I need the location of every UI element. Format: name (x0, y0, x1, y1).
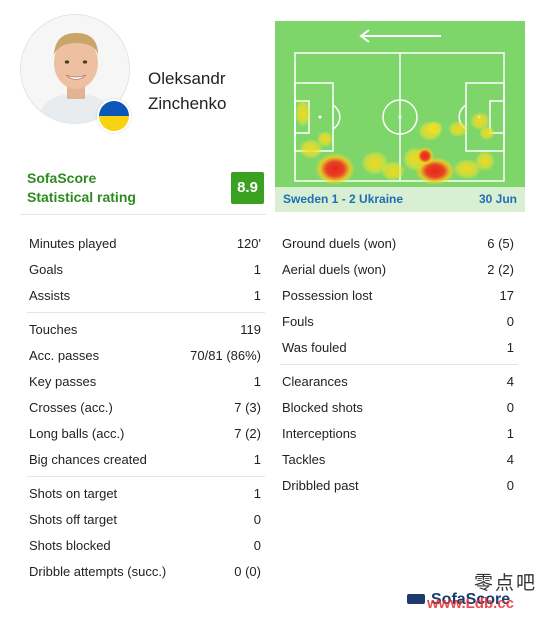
stat-value: 0 (506, 478, 514, 493)
stat-label: Minutes played (29, 236, 117, 251)
stat-value: 1 (253, 262, 261, 277)
stat-row: Blocked shots 0 (280, 395, 518, 421)
player-first-name: Oleksandr (148, 69, 226, 88)
watermark-cn: 零点吧 (473, 572, 537, 594)
stat-value: 1 (506, 426, 514, 441)
sofascore-logo-icon (407, 594, 425, 604)
stat-row: Long balls (acc.) 7 (2) (27, 421, 265, 447)
stat-label: Dribbled past (282, 478, 359, 493)
stat-label: Tackles (282, 452, 326, 467)
stat-value: 0 (253, 538, 261, 553)
sofascore-logo: SofaScore (407, 591, 510, 609)
stat-row: Shots off target 0 (27, 507, 265, 533)
stat-value: 6 (5) (487, 236, 514, 251)
rating-label-text: Statistical rating (27, 189, 136, 205)
match-date: 30 Jun (478, 192, 517, 206)
watermark-url: www.Ldb.cc (427, 595, 514, 612)
stat-value: 1 (253, 452, 261, 467)
divider (20, 214, 266, 215)
stat-value: 1 (253, 486, 261, 501)
stat-value: 0 (506, 314, 514, 329)
stat-row: Shots blocked 0 (27, 533, 265, 559)
arrow-left-icon (359, 29, 441, 43)
stat-row: Assists 1 (27, 283, 265, 309)
player-last-name: Zinchenko (148, 94, 227, 113)
stat-row: Was fouled 1 (280, 335, 518, 361)
stat-label: Was fouled (282, 340, 347, 355)
stat-label: Touches (29, 322, 78, 337)
stat-row: Goals 1 (27, 257, 265, 283)
stat-value: 4 (506, 452, 514, 467)
stat-label: Assists (29, 288, 71, 303)
player-avatar[interactable] (20, 14, 130, 124)
stat-label: Acc. passes (29, 348, 100, 363)
stat-label: Interceptions (282, 426, 357, 441)
stat-label: Big chances created (29, 452, 147, 467)
stat-row: Possession lost 17 (280, 283, 518, 309)
stats-right-column: Ground duels (won) 6 (5) Aerial duels (won… (280, 231, 518, 499)
stat-row: Fouls 0 (280, 309, 518, 335)
stat-value: 7 (3) (234, 400, 261, 415)
stat-row: Clearances 4 (280, 369, 518, 395)
stat-value: 1 (253, 374, 261, 389)
stat-row: Big chances created 1 (27, 447, 265, 473)
heatmap-footer: Sweden 1 - 2 Ukraine 30 Jun (275, 187, 525, 212)
stat-value: 1 (506, 340, 514, 355)
stat-row: Shots on target 1 (27, 481, 265, 507)
stat-row: Dribble attempts (succ.) 0 (0) (27, 559, 265, 585)
stat-label: Shots blocked (29, 538, 111, 553)
stat-label: Clearances (282, 374, 348, 389)
stat-value: 17 (499, 288, 514, 303)
stat-value: 0 (253, 512, 261, 527)
stat-row: Interceptions 1 (280, 421, 518, 447)
stat-row: Crosses (acc.) 7 (3) (27, 395, 265, 421)
stat-label: Shots on target (29, 486, 118, 501)
stat-value: 119 (240, 322, 261, 337)
stat-label: Key passes (29, 374, 97, 389)
stat-row: Acc. passes 70/81 (86%) (27, 343, 265, 369)
player-name: Oleksandr Zinchenko (148, 66, 226, 116)
stat-value: 7 (2) (234, 426, 261, 441)
rating-label: SofaScore Statistical rating (27, 169, 136, 207)
stat-value: 120' (236, 236, 261, 251)
stat-row: Ground duels (won) 6 (5) (280, 231, 518, 257)
stat-label: Blocked shots (282, 400, 363, 415)
stat-label: Ground duels (won) (282, 236, 397, 251)
stat-label: Fouls (282, 314, 314, 329)
stat-label: Aerial duels (won) (282, 262, 387, 277)
stat-row: Minutes played 120' (27, 231, 265, 257)
rating-badge: 8.9 (231, 172, 264, 204)
stats-left-column: Minutes played 120' Goals 1 Assists 1 Touches 1… (27, 231, 265, 585)
stat-value: 0 (506, 400, 514, 415)
stat-value: 2 (2) (487, 262, 514, 277)
stat-label: Crosses (acc.) (29, 400, 113, 415)
stat-label: Dribble attempts (succ.) (29, 564, 167, 579)
stat-row: Dribbled past 0 (280, 473, 518, 499)
group-divider (27, 476, 265, 481)
stat-row: Touches 119 (27, 317, 265, 343)
group-divider (27, 312, 265, 317)
ukraine-flag-icon (97, 99, 131, 133)
player-photo-icon (21, 15, 129, 123)
rating-label-brand: SofaScore (27, 170, 97, 186)
stat-label: Possession lost (282, 288, 373, 303)
heatmap-card[interactable]: Sweden 1 - 2 Ukraine 30 Jun (275, 21, 525, 212)
stat-label: Shots off target (29, 512, 117, 527)
stat-value: 0 (0) (234, 564, 261, 579)
stat-value: 70/81 (86%) (190, 348, 261, 363)
stat-value: 4 (506, 374, 514, 389)
watermark: 零点吧 SofaScore www.Ldb.cc (407, 568, 537, 616)
heatmap-svg (294, 29, 505, 185)
heatmap-pitch (275, 21, 525, 187)
stat-row: Aerial duels (won) 2 (2) (280, 257, 518, 283)
stat-label: Long balls (acc.) (29, 426, 125, 441)
stat-label: Goals (29, 262, 63, 277)
stat-value: 1 (253, 288, 261, 303)
stat-row: Key passes 1 (27, 369, 265, 395)
stat-row: Tackles 4 (280, 447, 518, 473)
sofascore-logo-text: SofaScore (431, 591, 511, 608)
group-divider (280, 364, 518, 369)
match-score[interactable]: Sweden 1 - 2 Ukraine (283, 192, 404, 206)
